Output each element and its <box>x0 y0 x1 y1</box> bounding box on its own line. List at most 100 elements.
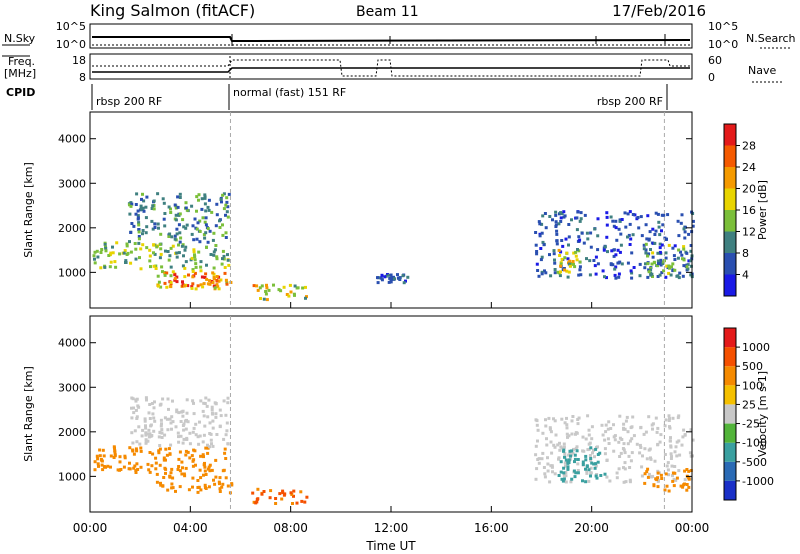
power-cell <box>574 254 578 258</box>
velocity-cell <box>577 416 581 420</box>
power-cell <box>555 239 559 243</box>
power-cell <box>585 231 589 235</box>
velocity-cell <box>208 469 212 473</box>
power-cell <box>543 269 546 273</box>
velocity-cell <box>198 420 201 424</box>
power-colorbar-tick-label: 12 <box>742 226 756 239</box>
velocity-cell <box>192 412 196 416</box>
velocity-cell <box>226 401 230 405</box>
power-cell <box>376 276 379 280</box>
power-cell <box>183 275 187 279</box>
velocity-cell <box>210 405 214 409</box>
velocity-panel: 1000 2000 3000 4000 00:00 04:00 08:00 12:00 16:… <box>22 302 774 553</box>
velocity-cell <box>132 411 136 415</box>
nsky-tick-top: 10^5 <box>56 20 86 33</box>
power-cell <box>157 284 160 288</box>
power-cell <box>613 273 617 277</box>
velocity-cell <box>679 484 683 488</box>
power-cell <box>588 273 592 277</box>
power-cell <box>554 225 558 228</box>
velocity-cell <box>663 488 667 492</box>
power-cell <box>134 212 138 216</box>
velocity-cell <box>130 416 134 420</box>
power-cell <box>141 232 144 236</box>
velocity-cell <box>640 465 644 469</box>
velocity-cell <box>179 434 183 438</box>
velocity-cell <box>656 426 660 430</box>
velocity-cell <box>596 460 600 464</box>
velocity-cell <box>677 469 681 473</box>
power-cell <box>571 260 575 263</box>
power-cell <box>195 227 199 231</box>
power-cell <box>109 251 113 255</box>
velocity-cell <box>647 415 651 419</box>
power-cell <box>137 237 141 241</box>
power-cell <box>657 220 661 224</box>
power-cell <box>265 298 269 302</box>
power-cell <box>631 213 635 216</box>
velocity-cell <box>106 464 110 468</box>
velocity-cell <box>260 492 264 496</box>
velocity-cell <box>563 452 567 455</box>
velocity-cell <box>654 416 658 420</box>
velocity-cell <box>596 445 599 449</box>
power-cell <box>139 204 143 208</box>
power-cell <box>173 273 177 277</box>
power-cell <box>646 214 650 218</box>
power-cell <box>578 219 582 223</box>
velocity-cell <box>609 427 613 430</box>
power-cell <box>156 274 160 278</box>
power-cell <box>650 262 654 266</box>
velocity-region-0 <box>93 445 228 475</box>
velocity-cell <box>160 422 163 426</box>
power-cell <box>658 246 662 250</box>
power-cell <box>626 235 629 239</box>
power-cell <box>203 196 207 200</box>
power-cell <box>541 240 545 244</box>
velocity-cell <box>141 428 145 432</box>
velocity-cell <box>182 428 186 432</box>
power-cell <box>152 207 156 211</box>
power-cell <box>178 196 182 199</box>
power-cell <box>287 294 291 298</box>
velocity-cell <box>182 472 186 476</box>
velocity-cell <box>167 447 171 451</box>
velocity-cell <box>191 399 195 403</box>
power-cell <box>183 248 187 252</box>
power-cell <box>262 297 266 301</box>
velocity-cell <box>159 424 163 428</box>
power-cell <box>623 211 627 215</box>
power-cell <box>651 251 655 255</box>
power-cell <box>181 243 185 247</box>
velocity-cell <box>295 501 299 505</box>
power-cell <box>685 265 689 269</box>
velocity-cell <box>96 462 100 466</box>
power-cell <box>686 263 690 267</box>
power-cell <box>293 293 296 297</box>
velocity-cell <box>215 433 219 436</box>
velocity-cell <box>588 441 592 445</box>
velocity-colorbar-swatch <box>724 442 736 462</box>
power-cell <box>616 261 620 265</box>
velocity-cell <box>152 429 156 433</box>
velocity-cell <box>177 435 180 439</box>
velocity-cell <box>606 427 610 431</box>
velocity-cell <box>211 444 215 448</box>
power-cell <box>555 242 559 246</box>
velocity-cell <box>562 442 566 446</box>
velocity-cell <box>166 428 170 432</box>
velocity-cell <box>119 468 123 471</box>
cpid-segment-1: rbsp 200 RF <box>96 95 162 108</box>
power-cell <box>191 270 195 273</box>
velocity-cell <box>128 446 132 450</box>
velocity-cell <box>546 469 550 473</box>
velocity-cell <box>612 423 615 427</box>
velocity-cell <box>162 456 166 460</box>
power-cell <box>629 237 633 241</box>
power-cell <box>169 280 173 284</box>
velocity-cell <box>187 488 191 492</box>
velocity-cell <box>565 426 569 430</box>
velocity-cell <box>207 398 211 402</box>
velocity-cell <box>566 465 570 469</box>
